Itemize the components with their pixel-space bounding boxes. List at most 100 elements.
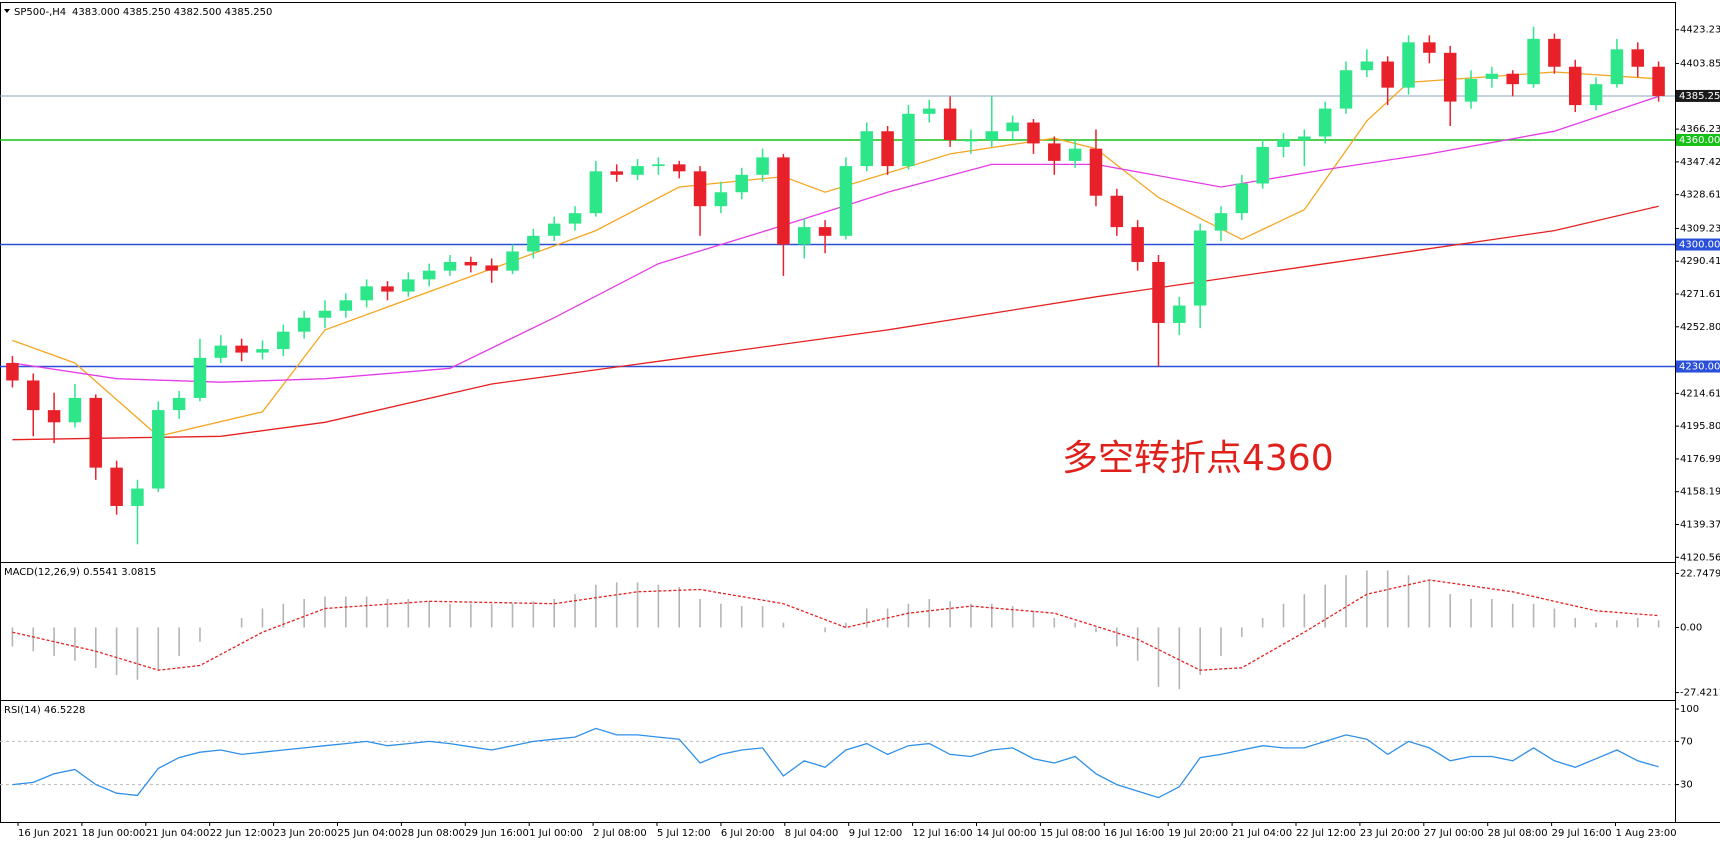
candle-body [1173,305,1186,323]
y-tick-label: 4328.610 [1680,190,1720,201]
x-tick-label: 22 Jun 12:00 [210,828,274,839]
x-tick-label: 8 Jul 04:00 [785,828,839,839]
candle-body [6,363,19,381]
candle-body [1652,66,1665,96]
candle-body [1027,122,1040,144]
candle-body [527,235,540,252]
candle-body [27,380,40,411]
candle-body [1048,143,1061,161]
candle-body [110,467,123,506]
x-tick-label: 18 Jun 00:00 [82,828,146,839]
candle-body [318,310,332,318]
rsi-line [12,727,1659,799]
candle-body [1235,183,1249,214]
price-label-box [1676,89,1720,102]
candle-body [818,227,832,236]
y-tick-label: 22.7479 [1680,568,1720,579]
candle-body [860,131,874,167]
level-label: 4300.000 [1679,240,1720,251]
x-tick-label: 28 Jun 08:00 [401,828,465,839]
candle-body [89,397,103,468]
x-tick-label: 1 Jul 00:00 [529,828,583,839]
indicator-title: MACD(12,26,9) 0.5541 3.0815 [4,567,156,578]
header-prices: 4383.000 4385.250 4382.500 4385.250 [72,7,272,18]
candle-body [735,174,748,193]
candle-body [485,265,498,271]
x-tick-label: 21 Jul 04:00 [1232,828,1292,839]
candle-body [464,261,478,266]
y-tick-label: 4176.990 [1680,454,1720,465]
candle-body [1193,230,1207,306]
candle-body [1360,61,1374,71]
x-tick-label: 29 Jul 16:00 [1552,828,1612,839]
y-tick-label: 4403.850 [1680,59,1720,70]
x-tick-label: 21 Jun 04:00 [146,828,210,839]
candle-body [339,300,353,311]
y-tick-label: 4139.370 [1680,519,1720,530]
candle-body [1610,49,1624,85]
candle-body [881,131,894,167]
candle-body [568,213,582,224]
candle-body [360,286,373,301]
y-tick-label: 4252.800 [1680,322,1720,333]
level-label-box [1676,238,1720,251]
candle-body [1485,73,1499,79]
x-tick-label: 16 Jul 16:00 [1104,828,1164,839]
price-label: 4385.250 [1679,91,1720,102]
candle-body [1568,66,1582,106]
candle-body [797,227,811,245]
candle-body [1527,38,1540,85]
x-tick-label: 29 Jun 16:00 [465,828,529,839]
candle-body [1381,61,1394,88]
x-tick-label: 23 Jul 20:00 [1360,828,1420,839]
candle-body [631,166,644,175]
x-tick-label: 12 Jul 16:00 [913,828,973,839]
x-tick-label: 28 Jul 08:00 [1488,828,1548,839]
candle-body [1277,139,1290,147]
level-label: 4360.000 [1679,135,1720,146]
y-tick-label: 30 [1680,780,1693,791]
candle-body [1423,42,1436,53]
x-tick-label: 25 Jun 04:00 [338,828,402,839]
candle-body [1131,227,1144,262]
candle-body [589,171,603,214]
candle-body [297,317,311,332]
x-tick-label: 22 Jul 12:00 [1296,828,1356,839]
x-tick-label: 16 Jun 2021 [18,828,78,839]
candle-body [1110,195,1124,228]
candle-body [152,410,165,489]
x-tick-label: 9 Jul 12:00 [849,828,903,839]
candle-body [402,279,415,292]
symbol: SP500-,H4 [14,7,66,18]
y-tick-label: 4366.230 [1680,124,1720,135]
candle-body [1589,84,1603,106]
x-tick-label: 14 Jul 00:00 [977,828,1037,839]
candle-body [47,410,61,423]
candle-body [68,397,82,423]
menu-arrow [4,9,10,13]
level-label-box [1676,133,1720,146]
candle-body [1256,146,1269,184]
moving-average [12,205,1659,441]
candle-body [547,223,561,236]
candle-body [1298,136,1311,140]
signal-line [12,579,1659,671]
candle-body [923,108,936,114]
candle-body [214,345,228,358]
annotation: 多空转折点4360 [1062,438,1334,479]
x-tick-label: 2 Jul 08:00 [593,828,647,839]
candle-body [1506,73,1519,85]
candle-body [235,345,248,353]
candle-body [985,131,999,140]
candle-body [193,357,207,398]
candle-body [1339,70,1353,109]
candle-body [964,139,978,142]
candle-body [1443,52,1457,102]
moving-average [12,95,1659,383]
candle-body [1152,261,1165,323]
candle-body [277,331,290,350]
x-tick-label: 15 Jul 08:00 [1040,828,1100,839]
x-tick-label: 19 Jul 20:00 [1168,828,1228,839]
y-tick-label: 70 [1680,736,1693,747]
